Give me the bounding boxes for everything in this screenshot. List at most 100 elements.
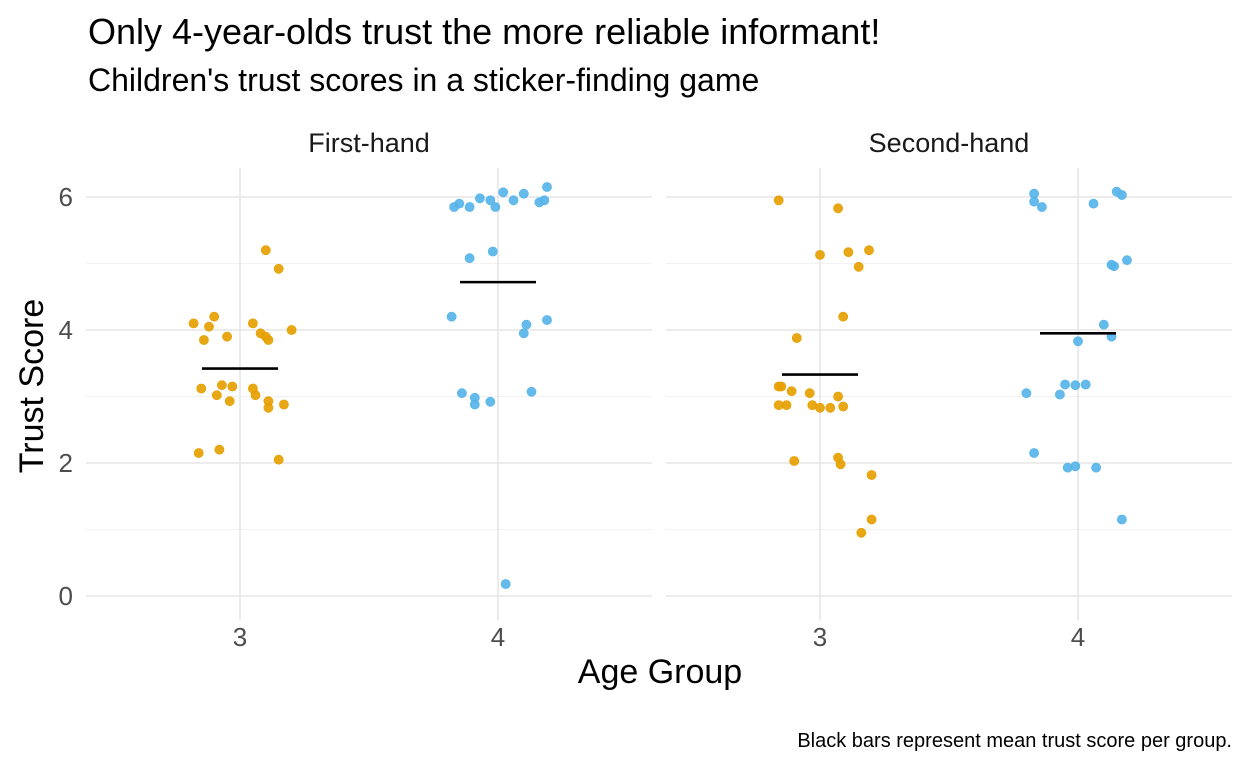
- data-point: [1098, 319, 1109, 330]
- x-tick-label: 3: [813, 622, 827, 652]
- data-points-layer: [188, 182, 1132, 589]
- data-point: [866, 514, 877, 525]
- data-point: [260, 245, 271, 256]
- data-point: [456, 388, 467, 399]
- data-point: [1109, 261, 1119, 272]
- data-point: [815, 249, 825, 260]
- data-point: [825, 402, 836, 413]
- data-point: [866, 470, 877, 480]
- y-tick-label: 0: [59, 581, 73, 611]
- data-point: [485, 396, 496, 407]
- data-point: [1029, 196, 1039, 207]
- data-point: [500, 579, 511, 589]
- data-point: [539, 195, 550, 206]
- data-point: [250, 390, 261, 401]
- chart-title: Only 4-year-olds trust the more reliable…: [88, 11, 881, 52]
- data-point: [278, 399, 289, 410]
- data-point: [487, 246, 498, 257]
- data-point: [843, 247, 854, 258]
- data-point: [542, 182, 552, 192]
- data-point: [286, 325, 297, 335]
- data-point: [490, 202, 501, 212]
- data-point: [263, 335, 274, 345]
- x-tick-label: 4: [491, 622, 505, 652]
- data-point: [247, 318, 258, 329]
- panels-layer: First-hand Second-hand: [86, 128, 1232, 620]
- data-point: [856, 527, 867, 538]
- data-point: [209, 311, 220, 322]
- facet-strip-label: First-hand: [308, 128, 430, 158]
- data-point: [786, 386, 797, 397]
- data-point: [1091, 462, 1101, 473]
- data-point: [222, 331, 232, 342]
- data-point: [789, 456, 800, 466]
- data-point: [464, 202, 475, 212]
- data-point: [838, 311, 849, 322]
- data-point: [838, 401, 849, 412]
- data-point: [835, 459, 846, 470]
- data-point: [1055, 389, 1065, 400]
- data-point: [193, 448, 204, 458]
- y-tick-label: 6: [59, 182, 73, 212]
- data-point: [1122, 255, 1132, 266]
- data-point: [1037, 202, 1047, 212]
- data-point: [526, 386, 537, 397]
- y-tick-label: 4: [59, 315, 73, 345]
- facet-strip-label: Second-hand: [869, 128, 1030, 158]
- data-point: [776, 381, 787, 392]
- facet-panel: First-hand: [86, 128, 652, 620]
- data-point: [1029, 448, 1039, 458]
- data-point: [196, 383, 207, 394]
- data-point: [216, 380, 227, 391]
- x-tick-label: 4: [1071, 622, 1085, 652]
- data-point: [1070, 380, 1081, 391]
- x-axis-tick-labels: 3 4 3 4: [233, 622, 1085, 652]
- data-point: [773, 195, 784, 206]
- data-point: [224, 396, 235, 407]
- data-point: [781, 400, 792, 410]
- data-point: [864, 245, 874, 256]
- facet-panel: Second-hand: [666, 128, 1232, 620]
- y-axis-title: Trust Score: [13, 299, 51, 473]
- data-point: [227, 381, 238, 392]
- data-point: [204, 321, 214, 332]
- x-tick-label: 3: [233, 622, 247, 652]
- data-point: [1060, 379, 1070, 390]
- data-point: [508, 195, 519, 206]
- data-point: [833, 203, 843, 214]
- data-point: [198, 335, 209, 345]
- data-point: [469, 399, 480, 410]
- data-point: [214, 444, 225, 455]
- data-point: [1073, 336, 1083, 347]
- chart-subtitle: Children's trust scores in a sticker-fin…: [88, 62, 760, 98]
- mean-bars-layer: [202, 280, 1116, 376]
- data-point: [211, 390, 222, 401]
- data-point: [1117, 190, 1127, 200]
- data-point: [1070, 461, 1081, 472]
- data-point: [1088, 198, 1099, 209]
- data-point: [474, 193, 485, 204]
- data-point: [542, 315, 552, 325]
- data-point: [1117, 514, 1127, 525]
- data-point: [454, 198, 465, 209]
- data-point: [791, 333, 802, 343]
- chart-caption: Black bars represent mean trust score pe…: [797, 730, 1232, 752]
- y-tick-label: 2: [59, 448, 73, 478]
- data-point: [464, 253, 475, 264]
- data-point: [273, 263, 284, 274]
- y-axis-tick-labels: 0 2 4 6: [59, 182, 73, 611]
- data-point: [815, 402, 825, 413]
- data-point: [1080, 379, 1091, 390]
- data-point: [853, 261, 864, 272]
- data-point: [188, 318, 199, 329]
- data-point: [833, 391, 843, 402]
- x-axis-title: Age Group: [578, 653, 742, 691]
- data-point: [518, 188, 529, 199]
- data-point: [521, 319, 532, 330]
- data-point: [446, 311, 457, 322]
- data-point: [804, 388, 815, 399]
- data-point: [518, 328, 529, 339]
- data-point: [1021, 388, 1032, 399]
- data-point: [273, 454, 284, 465]
